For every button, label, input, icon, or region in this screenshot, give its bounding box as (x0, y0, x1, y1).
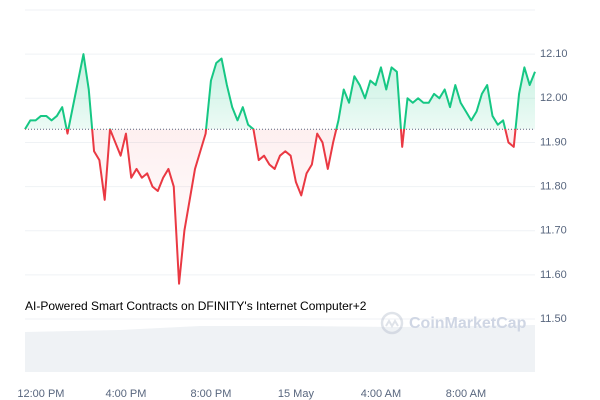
x-tick-label: 8:00 PM (190, 388, 231, 400)
price-area (25, 54, 535, 284)
y-tick-label: 12.00 (540, 92, 568, 104)
y-tick-label: 12.10 (540, 48, 568, 60)
x-tick-label: 4:00 PM (105, 388, 146, 400)
x-tick-label: 15 May (278, 388, 315, 400)
price-line (24, 53, 536, 285)
y-tick-label: 11.80 (540, 180, 567, 192)
x-tick-label: 12:00 PM (17, 388, 64, 400)
y-tick-label: 11.90 (540, 136, 567, 148)
y-tick-label: 11.50 (540, 313, 567, 325)
x-tick-label: 4:00 AM (361, 388, 401, 400)
volume-band (25, 325, 535, 372)
watermark-logo (380, 311, 404, 335)
y-tick-label: 11.60 (540, 269, 567, 281)
y-tick-label: 11.70 (540, 225, 567, 237)
x-tick-label: 8:00 AM (446, 388, 486, 400)
watermark: CoinMarketCap (409, 315, 527, 332)
annotation: AI-Powered Smart Contracts on DFINITY's … (25, 299, 367, 313)
